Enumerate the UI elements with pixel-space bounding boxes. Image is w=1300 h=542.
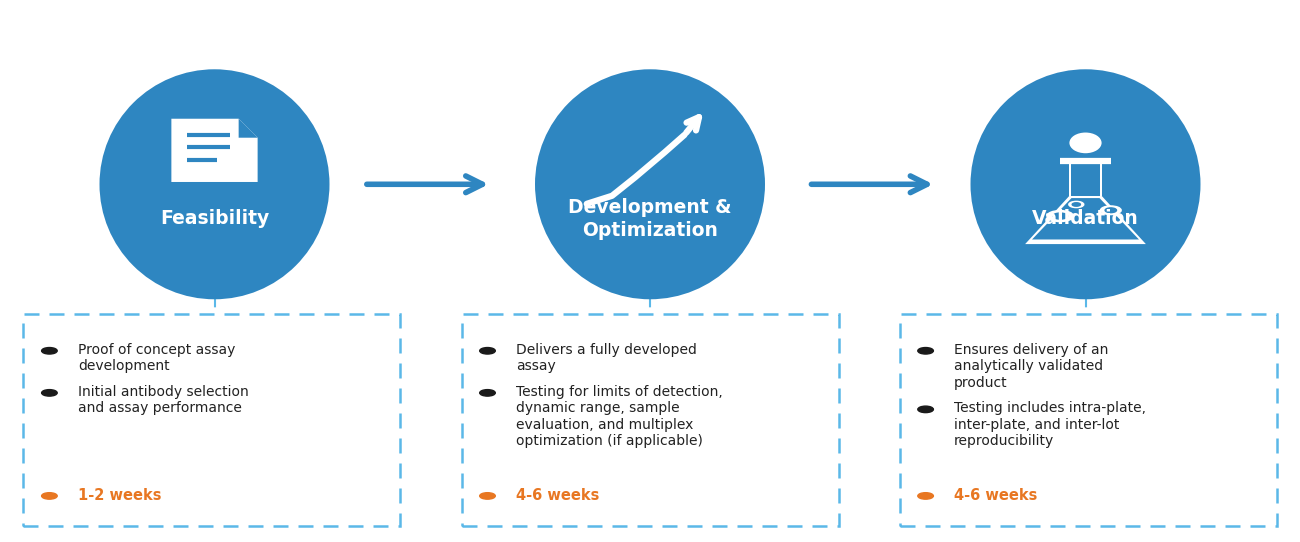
FancyBboxPatch shape [900, 314, 1277, 526]
Ellipse shape [971, 69, 1200, 299]
Circle shape [918, 406, 933, 412]
Text: optimization (if applicable): optimization (if applicable) [516, 434, 703, 448]
Text: Proof of concept assay: Proof of concept assay [78, 343, 235, 357]
Ellipse shape [100, 69, 329, 299]
Text: Feasibility: Feasibility [160, 209, 269, 228]
Text: Testing includes intra-plate,: Testing includes intra-plate, [954, 401, 1147, 415]
Polygon shape [1032, 198, 1139, 240]
Circle shape [918, 493, 933, 499]
Text: Delivers a fully developed: Delivers a fully developed [516, 343, 697, 357]
Text: development: development [78, 359, 169, 373]
Text: product: product [954, 376, 1008, 390]
Circle shape [480, 347, 495, 354]
Circle shape [1105, 208, 1117, 212]
Text: 4-6 weeks: 4-6 weeks [516, 488, 599, 504]
FancyBboxPatch shape [1071, 162, 1100, 196]
Text: inter-plate, and inter-lot: inter-plate, and inter-lot [954, 418, 1119, 431]
Circle shape [42, 390, 57, 396]
Circle shape [1046, 210, 1074, 222]
Text: assay: assay [516, 359, 556, 373]
Circle shape [480, 390, 495, 396]
Text: reproducibility: reproducibility [954, 434, 1054, 448]
Circle shape [42, 493, 57, 499]
Polygon shape [172, 119, 257, 182]
FancyBboxPatch shape [1070, 162, 1101, 196]
Text: 1-2 weeks: 1-2 weeks [78, 488, 161, 504]
Text: 4-6 weeks: 4-6 weeks [954, 488, 1037, 504]
Polygon shape [239, 119, 257, 138]
Circle shape [1069, 202, 1084, 208]
Circle shape [480, 493, 495, 499]
Text: Initial antibody selection: Initial antibody selection [78, 385, 248, 398]
Circle shape [918, 347, 933, 354]
Text: dynamic range, sample: dynamic range, sample [516, 401, 680, 415]
FancyBboxPatch shape [462, 314, 838, 526]
Text: Validation: Validation [1032, 209, 1139, 228]
Text: Development &
Optimization: Development & Optimization [568, 197, 732, 240]
Circle shape [42, 347, 57, 354]
Ellipse shape [536, 69, 764, 299]
Circle shape [1100, 206, 1121, 215]
Text: Testing for limits of detection,: Testing for limits of detection, [516, 385, 723, 398]
Ellipse shape [1070, 133, 1101, 153]
Text: Ensures delivery of an: Ensures delivery of an [954, 343, 1109, 357]
FancyBboxPatch shape [23, 314, 400, 526]
Circle shape [1072, 203, 1080, 206]
Text: evaluation, and multiplex: evaluation, and multiplex [516, 418, 693, 431]
Circle shape [1053, 213, 1067, 219]
Text: and assay performance: and assay performance [78, 401, 242, 415]
Polygon shape [1026, 196, 1145, 244]
Text: analytically validated: analytically validated [954, 359, 1104, 373]
